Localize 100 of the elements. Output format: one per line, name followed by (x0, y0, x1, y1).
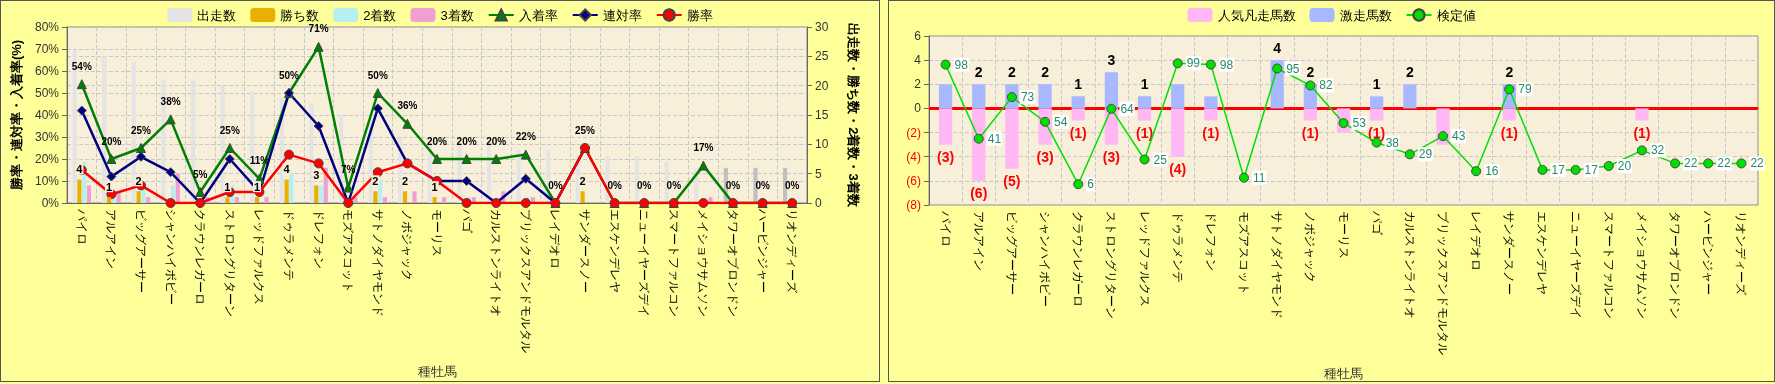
x-tick-label: ノボジャック (400, 209, 415, 281)
data-label: 54% (71, 60, 92, 72)
data-label: 2 (401, 174, 409, 187)
x-tick-label: アルアイン (971, 211, 986, 271)
data-label: 1 (1372, 76, 1381, 93)
data-label: (1) (1202, 124, 1220, 141)
y-tick-label: 40% (34, 108, 60, 122)
y-axis-title: 勝率・連対率・入着率(%) (9, 39, 24, 192)
legend-label: 連対率 (602, 7, 642, 23)
x-tick-label: スマートファルコン (1601, 211, 1616, 319)
data-label: (1) (1069, 124, 1087, 141)
x-tick-label: ノボジャック (1303, 211, 1318, 283)
x-tick-label: ハービンジャー (1701, 210, 1716, 295)
x-tick-label: カルストンライトオ (1402, 211, 1417, 319)
x-tick-label: ビッグアーサー (1004, 211, 1019, 295)
legend-label: 出走数 (197, 7, 237, 23)
x-tick-label: エスケンデレヤ (607, 209, 622, 293)
y-tick-label: (4) (906, 149, 921, 164)
x-tick-label: レイデオロ (1469, 211, 1484, 271)
data-label: 53 (1352, 116, 1367, 131)
x-tick-label: メイショウサムソン (1634, 211, 1649, 319)
x-tick-label: パゴ (459, 208, 474, 234)
y-tick-label: 50% (34, 86, 60, 100)
data-label: 4 (1273, 40, 1282, 57)
data-label: 79 (1518, 82, 1532, 97)
legend-label: 人気凡走馬数 (1217, 7, 1296, 23)
legend-label: 勝ち数 (280, 7, 320, 23)
data-label: (1) (1633, 124, 1651, 141)
y2-axis-title: 出走数・勝ち数・2着数・3着数 (846, 23, 861, 208)
data-label: 2 (1405, 64, 1414, 81)
x-tick-label: モズアスコット (1237, 211, 1252, 295)
y2-tick-label: 0 (815, 196, 822, 210)
x-tick-label: ドレフォン (311, 209, 326, 269)
data-label: 71% (308, 23, 329, 35)
x-tick-label: ストロングリターン (1104, 211, 1119, 319)
data-label: 41 (987, 131, 1002, 146)
data-label: 20% (456, 135, 477, 147)
data-label: 95 (1286, 61, 1300, 76)
data-label: (3) (1102, 148, 1120, 165)
data-label: 0% (784, 179, 800, 191)
legend-label: 2着数 (363, 7, 397, 23)
x-tick-label: サンダースノー (578, 209, 592, 293)
data-label: 22 (1684, 156, 1698, 171)
data-label: 0% (636, 179, 652, 191)
data-label: 73 (1020, 90, 1035, 105)
x-tick-label: ドゥラメンテ (1170, 211, 1185, 283)
data-label: 11 (1253, 170, 1266, 185)
x-axis-title: 種牡馬 (1324, 366, 1363, 381)
data-label: 3 (313, 168, 320, 181)
x-tick-label: レッドファルクス (1137, 211, 1152, 307)
data-label: 20 (1617, 159, 1632, 173)
data-label: 50% (367, 69, 388, 81)
y-tick-label: 6 (914, 29, 922, 43)
data-label: 2 (372, 174, 379, 187)
data-label: 82 (1319, 78, 1334, 93)
data-label: (3) (937, 148, 955, 165)
x-tick-label: クラウンレガーロ (1071, 211, 1086, 307)
x-tick-label: モーリス (1336, 211, 1351, 259)
data-label: 1 (431, 180, 438, 193)
data-label: 20% (486, 135, 507, 147)
data-label: 1 (105, 180, 113, 193)
x-tick-label: ストロングリターン (222, 209, 237, 317)
data-label: 22 (1717, 156, 1731, 171)
data-label: 2 (1505, 64, 1514, 81)
legend-label: 3着数 (440, 7, 474, 23)
data-label: 29 (1418, 147, 1433, 162)
y-tick-label: 2 (914, 77, 922, 92)
y-tick-label: 60% (34, 64, 60, 78)
x-tick-label: モーリス (430, 209, 444, 257)
data-label: (4) (1169, 160, 1187, 177)
data-label: 0% (548, 179, 563, 191)
x-tick-label: ブリックスアンドモルタル (518, 209, 533, 353)
data-label: (1) (1368, 124, 1386, 141)
x-tick-label: サトノダイヤモンド (370, 209, 385, 317)
data-label: 43 (1451, 129, 1466, 144)
x-tick-label: メイショウサムソン (696, 209, 711, 317)
data-label: 16 (1485, 164, 1499, 179)
data-label: 32 (1650, 143, 1665, 158)
x-tick-label: パイロ (938, 210, 953, 247)
data-label: 3 (1107, 52, 1116, 69)
legend-label: 激走馬数 (1339, 7, 1392, 23)
data-label: 25 (1153, 152, 1168, 167)
x-tick-label: クラウンレガーロ (193, 209, 208, 305)
data-label: 6 (1087, 177, 1095, 192)
data-label: 25% (219, 124, 240, 136)
x-tick-label: レイデオロ (548, 209, 563, 269)
x-tick-label: サトノダイヤモンド (1270, 211, 1285, 319)
data-label: 2 (1008, 64, 1016, 81)
y-tick-label: 0 (914, 101, 922, 116)
data-label: (3) (1036, 148, 1054, 165)
x-tick-label: シャンハイボビー (1038, 211, 1053, 307)
data-label: 0% (607, 179, 622, 191)
x-tick-label: ビッグアーサー (134, 209, 148, 293)
data-label: 38% (160, 95, 181, 107)
y2-tick-label: 20 (815, 78, 829, 93)
y-tick-label: 10% (34, 174, 60, 188)
x-tick-label: ブリックスアンドモルタル (1435, 211, 1450, 355)
x-tick-label: サンダースノー (1502, 211, 1517, 295)
y-tick-label: (6) (906, 173, 921, 188)
y-tick-label: (8) (906, 198, 921, 212)
